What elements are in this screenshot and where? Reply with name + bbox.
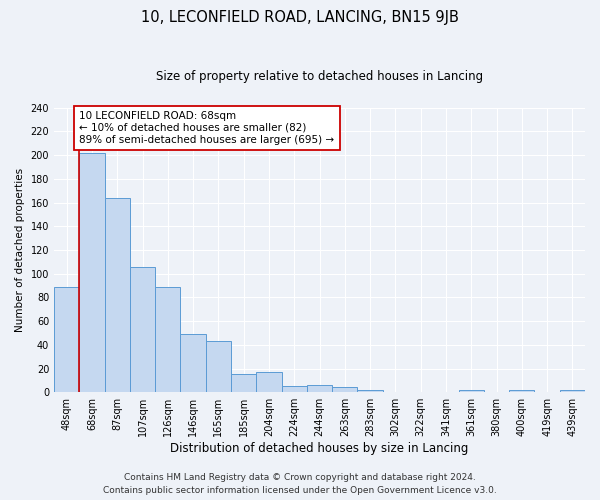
Bar: [281, 386, 307, 392]
Bar: [54, 286, 79, 392]
Bar: [458, 390, 484, 392]
Bar: [104, 198, 130, 392]
Bar: [206, 341, 231, 392]
Bar: [358, 390, 383, 392]
Text: 10, LECONFIELD ROAD, LANCING, BN15 9JB: 10, LECONFIELD ROAD, LANCING, BN15 9JB: [141, 10, 459, 25]
Bar: [256, 372, 281, 392]
Bar: [231, 374, 256, 392]
Bar: [79, 153, 104, 392]
Bar: [130, 266, 155, 392]
Bar: [332, 388, 358, 392]
Text: 10 LECONFIELD ROAD: 68sqm
← 10% of detached houses are smaller (82)
89% of semi-: 10 LECONFIELD ROAD: 68sqm ← 10% of detac…: [79, 112, 334, 144]
Bar: [155, 286, 181, 392]
Bar: [181, 334, 206, 392]
X-axis label: Distribution of detached houses by size in Lancing: Distribution of detached houses by size …: [170, 442, 469, 455]
Bar: [307, 385, 332, 392]
Title: Size of property relative to detached houses in Lancing: Size of property relative to detached ho…: [156, 70, 483, 83]
Bar: [509, 390, 535, 392]
Bar: [560, 390, 585, 392]
Y-axis label: Number of detached properties: Number of detached properties: [15, 168, 25, 332]
Text: Contains HM Land Registry data © Crown copyright and database right 2024.
Contai: Contains HM Land Registry data © Crown c…: [103, 474, 497, 495]
